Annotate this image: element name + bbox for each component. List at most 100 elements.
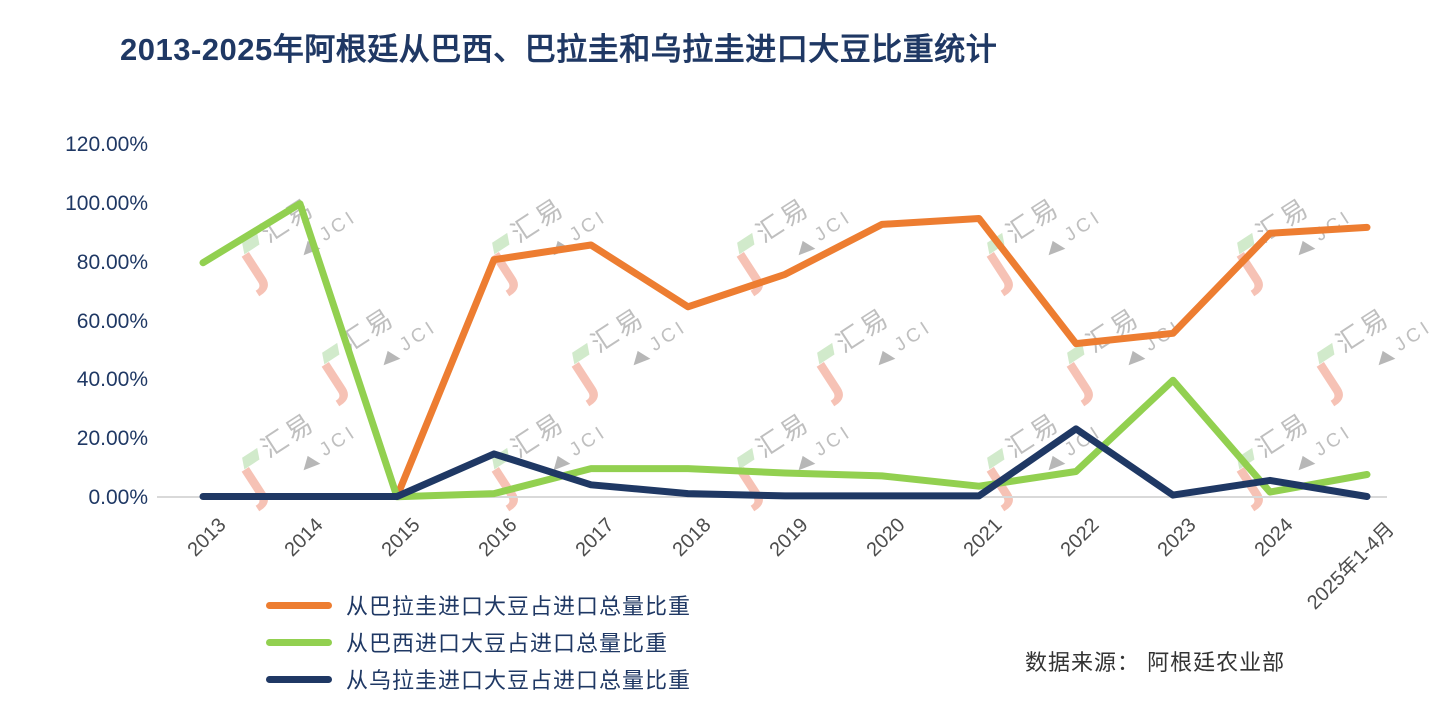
watermark-en-text: JCI (645, 316, 692, 356)
x-tick-label: 2016 (474, 514, 522, 562)
watermark-j-logo-icon: J (977, 456, 1022, 512)
y-tick-label: 20.00% (76, 427, 148, 451)
watermark-en-text: JCI (315, 206, 362, 246)
legend-swatch (266, 675, 332, 683)
watermark-triangle-icon (874, 347, 896, 366)
brand-watermark: 汇易 J JCI (799, 266, 971, 418)
x-tick-label: 2023 (1153, 514, 1201, 562)
watermark-diamond-icon (1067, 342, 1085, 365)
x-tick-label: 2022 (1056, 514, 1104, 562)
watermark-cn-text: 汇易 (585, 301, 651, 359)
watermark-diamond-icon (242, 232, 260, 255)
watermark-j-logo-icon: J (232, 456, 277, 512)
watermark-cn-text: 汇易 (1250, 406, 1316, 464)
x-tick-label: 2015 (377, 514, 425, 562)
watermark-cn-text: 汇易 (1000, 406, 1066, 464)
x-tick-label: 2017 (571, 514, 619, 562)
watermark-cn-text: 汇易 (830, 301, 896, 359)
brand-watermark: 汇易 J JCI (1049, 266, 1221, 418)
watermark-triangle-icon (379, 347, 401, 366)
series-line-2 (199, 425, 1371, 500)
watermark-diamond-icon (737, 447, 755, 470)
watermark-diamond-icon (1237, 447, 1255, 470)
legend: 从巴拉圭进口大豆占进口总量比重 从巴西进口大豆占进口总量比重 从乌拉圭进口大豆占进口… (266, 591, 691, 702)
x-axis-line (157, 496, 1387, 498)
watermark-triangle-icon (1294, 237, 1316, 256)
brand-watermark: 汇易 J JCI (474, 371, 646, 523)
watermark-cn-text: 汇易 (255, 191, 321, 249)
watermark-diamond-icon (737, 232, 755, 255)
brand-watermark: 汇易 J JCI (719, 371, 891, 523)
brand-watermark: 汇易 J JCI (969, 371, 1141, 523)
watermark-cn-text: 汇易 (505, 406, 571, 464)
watermark-diamond-icon (817, 342, 835, 365)
data-source-label: 数据来源： 阿根廷农业部 (1025, 650, 1286, 675)
series-line-0 (393, 215, 1371, 500)
watermark-j-logo-icon: J (232, 241, 277, 297)
legend-item-2: 从乌拉圭进口大豆占进口总量比重 (266, 665, 691, 693)
watermark-j-logo-icon: J (482, 241, 527, 297)
brand-watermark: 汇易 J JCI (554, 266, 726, 418)
watermark-cn-text: 汇易 (505, 191, 571, 249)
y-tick-label: 80.00% (76, 250, 148, 274)
watermark-en-text: JCI (890, 316, 937, 356)
brand-watermark: 汇易 J JCI (1219, 371, 1391, 523)
watermark-j-logo-icon: J (977, 241, 1022, 297)
watermark-diamond-icon (322, 342, 340, 365)
legend-label: 从乌拉圭进口大豆占进口总量比重 (346, 668, 692, 693)
watermark-triangle-icon (1124, 347, 1146, 366)
legend-label: 从巴西进口大豆占进口总量比重 (346, 631, 669, 656)
y-tick-label: 120.00% (65, 133, 148, 156)
watermark-en-text: JCI (1060, 421, 1107, 461)
watermark-j-logo-icon: J (807, 351, 852, 407)
brand-watermark: 汇易 J JCI (719, 156, 891, 308)
watermark-j-logo-icon: J (312, 351, 357, 407)
legend-swatch (266, 601, 332, 609)
watermark-diamond-icon (572, 342, 590, 365)
watermark-cn-text: 汇易 (335, 301, 401, 359)
brand-watermark: 汇易 J JCI (304, 266, 476, 418)
watermark-j-logo-icon: J (1227, 241, 1272, 297)
y-tick-label: 40.00% (76, 368, 148, 392)
watermark-triangle-icon (299, 237, 321, 256)
brand-watermark: 汇易 J JCI (969, 156, 1141, 308)
legend-swatch (266, 638, 332, 646)
watermark-diamond-icon (987, 232, 1005, 255)
brand-watermark: 汇易 J JCI (224, 156, 396, 308)
watermark-triangle-icon (794, 452, 816, 471)
watermark-j-logo-icon: J (1057, 351, 1102, 407)
legend-item-0: 从巴拉圭进口大豆占进口总量比重 (266, 591, 691, 619)
x-tick-label: 2014 (280, 514, 328, 562)
watermark-en-text: JCI (1310, 421, 1357, 461)
x-tick-label: 2024 (1250, 514, 1298, 562)
x-tick-label: 2025年1-4月 (1303, 518, 1399, 614)
watermark-triangle-icon (1044, 452, 1066, 471)
watermark-triangle-icon (1044, 237, 1066, 256)
watermark-cn-text: 汇易 (1250, 191, 1316, 249)
watermark-triangle-icon (549, 452, 571, 471)
series-line-1 (199, 200, 1371, 501)
watermark-j-logo-icon: J (1307, 351, 1352, 407)
chart-title: 2013-2025年阿根廷从巴西、巴拉圭和乌拉圭进口大豆比重统计 (120, 32, 998, 67)
watermark-j-logo-icon: J (562, 351, 607, 407)
watermark-en-text: JCI (565, 206, 612, 246)
watermark-triangle-icon (1294, 452, 1316, 471)
y-tick-label: 100.00% (65, 191, 148, 215)
brand-watermark: 汇易 J JCI (224, 371, 396, 523)
legend-item-1: 从巴西进口大豆占进口总量比重 (266, 628, 691, 656)
brand-watermark: 汇易 J JCI (1299, 266, 1439, 418)
watermark-j-logo-icon: J (727, 456, 772, 512)
x-tick-label: 2019 (765, 514, 813, 562)
y-tick-label: 0.00% (88, 486, 148, 509)
watermark-triangle-icon (629, 347, 651, 366)
watermark-en-text: JCI (1140, 316, 1187, 356)
watermark-cn-text: 汇易 (750, 406, 816, 464)
watermark-en-text: JCI (810, 206, 857, 246)
watermark-en-text: JCI (315, 421, 362, 461)
watermark-cn-text: 汇易 (1080, 301, 1146, 359)
x-tick-label: 2020 (862, 514, 910, 562)
watermark-cn-text: 汇易 (1330, 301, 1396, 359)
legend-label: 从巴拉圭进口大豆占进口总量比重 (346, 594, 692, 619)
watermark-j-logo-icon: J (1227, 456, 1272, 512)
